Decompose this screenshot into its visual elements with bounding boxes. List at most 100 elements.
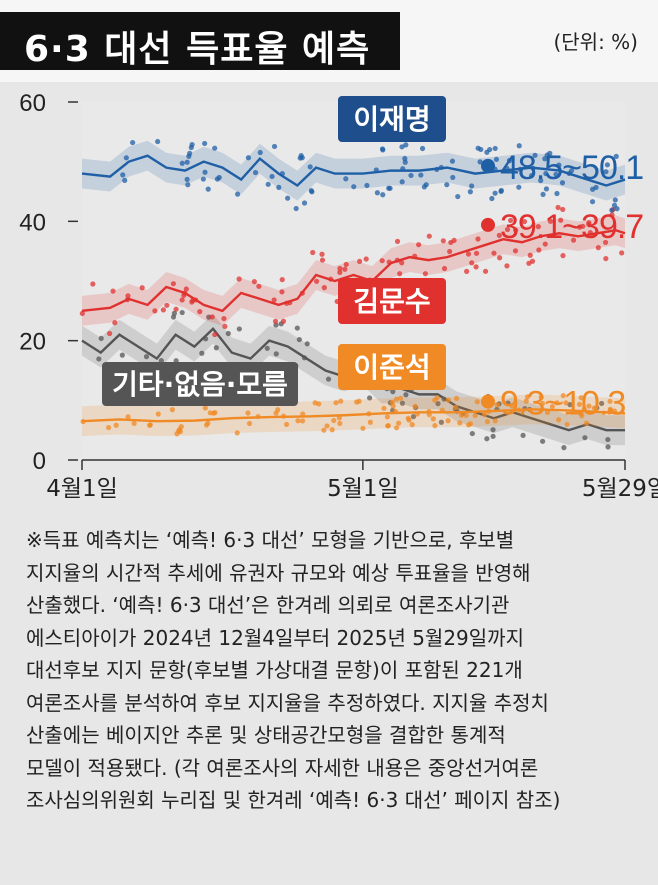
- poll-point: [403, 142, 409, 148]
- footnote-line: 지지율의 시간적 추세에 유권자 규모와 예상 투표율을 반영해: [26, 560, 531, 585]
- poll-point: [139, 285, 145, 291]
- poll-point: [477, 159, 483, 165]
- poll-point: [177, 428, 183, 435]
- trend-line: [81, 408, 626, 423]
- poll-point: [300, 411, 306, 417]
- poll-point: [453, 395, 460, 401]
- poll-point: [399, 144, 405, 150]
- footnote-line: 대선후보 지지 문항(후보별 가상대결 문항)이 포함된 221개: [26, 658, 523, 682]
- poll-point: [399, 400, 406, 406]
- poll-point: [324, 423, 330, 429]
- poll-point: [160, 307, 166, 313]
- poll-point: [609, 207, 615, 213]
- poll-point: [236, 326, 242, 332]
- poll-point: [540, 438, 546, 444]
- poll-point: [490, 427, 496, 433]
- footnote-line: 산출에는 베이지안 추론 및 상태공간모형을 결합한 통계적: [26, 723, 506, 747]
- poll-point: [331, 417, 337, 424]
- poll-point: [245, 155, 252, 161]
- poll-point: [576, 401, 583, 407]
- poll-point: [463, 412, 469, 419]
- poll-point: [496, 232, 502, 238]
- poll-point: [351, 184, 357, 190]
- poll-point: [245, 410, 251, 416]
- poll-point: [416, 242, 422, 248]
- poll-point: [251, 279, 257, 285]
- poll-point: [440, 238, 446, 244]
- footnote-line: 조사심의위원회 누리집 및 한겨레 ‘예측! 6·3 대선’ 페이지 참조): [26, 788, 561, 812]
- poll-point: [543, 186, 550, 192]
- poll-point: [607, 406, 613, 412]
- poll-point: [604, 162, 611, 168]
- chart-title: 6·3 대선 득표율 예측: [24, 29, 371, 70]
- poll-point: [210, 410, 217, 416]
- poll-point: [205, 186, 211, 192]
- poll-point: [529, 258, 536, 264]
- confidence-band: [82, 140, 625, 201]
- poll-point: [549, 403, 555, 410]
- poll-point: [528, 173, 535, 179]
- poll-point: [280, 318, 287, 324]
- poll-point: [563, 400, 569, 406]
- poll-point: [450, 174, 456, 181]
- poll-point: [200, 176, 206, 182]
- poll-point: [393, 396, 400, 402]
- poll-point: [269, 173, 275, 180]
- poll-point: [389, 399, 396, 405]
- poll-point: [152, 308, 158, 314]
- poll-point: [492, 145, 498, 152]
- final-marker: [481, 158, 495, 173]
- poll-point: [603, 169, 609, 175]
- poll-point: [307, 164, 313, 170]
- poll-point: [185, 182, 191, 188]
- poll-point: [235, 191, 241, 197]
- poll-point: [319, 251, 325, 257]
- poll-point: [590, 186, 596, 192]
- poll-point: [299, 418, 306, 424]
- poll-point: [535, 224, 541, 230]
- series-name: 이준석: [353, 351, 430, 384]
- poll-point: [364, 182, 370, 189]
- poll-point: [409, 422, 415, 428]
- poll-point: [272, 318, 279, 324]
- poll-point: [482, 412, 488, 418]
- poll-point: [110, 288, 116, 294]
- poll-point: [90, 281, 96, 287]
- poll-point: [298, 153, 304, 159]
- poll-point: [367, 419, 373, 425]
- poll-point: [469, 430, 475, 437]
- final-marker: [481, 394, 495, 409]
- poll-point: [343, 176, 349, 182]
- poll-point: [184, 159, 190, 165]
- poll-point: [179, 160, 185, 166]
- poll-point: [422, 271, 428, 277]
- range-label: 9.3~10.3: [500, 385, 625, 423]
- poll-point: [184, 176, 190, 182]
- poll-point: [473, 250, 480, 256]
- poll-point: [599, 400, 605, 407]
- poll-point: [397, 271, 403, 277]
- poll-point: [457, 420, 463, 426]
- poll-point: [544, 409, 551, 416]
- poll-point: [385, 422, 391, 429]
- poll-point: [329, 427, 335, 433]
- series-name-box: [338, 278, 446, 324]
- poll-point: [586, 220, 592, 226]
- poll-point: [465, 251, 472, 257]
- poll-point: [613, 153, 619, 159]
- poll-point: [125, 414, 131, 420]
- poll-point: [222, 323, 228, 329]
- poll-point: [189, 141, 195, 148]
- poll-point: [527, 252, 533, 258]
- poll-point: [179, 297, 185, 303]
- poll-point: [582, 435, 588, 441]
- poll-point: [158, 358, 164, 364]
- poll-point: [321, 285, 327, 291]
- poll-point: [390, 389, 396, 395]
- poll-point: [386, 185, 392, 191]
- poll-point: [516, 143, 522, 149]
- poll-point: [553, 171, 559, 178]
- poll-point: [512, 248, 519, 254]
- poll-point: [293, 205, 299, 212]
- poll-point: [491, 250, 497, 256]
